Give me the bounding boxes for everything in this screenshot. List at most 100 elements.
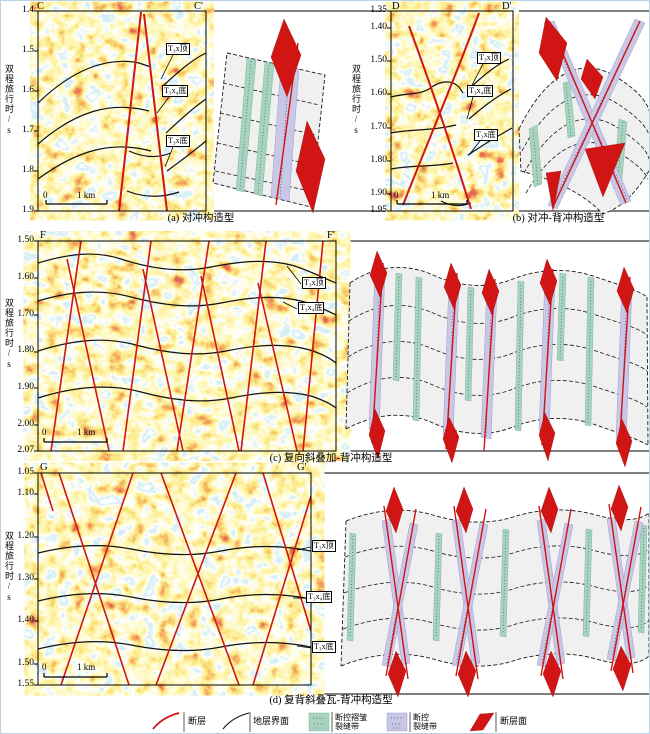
ytick: 1.80	[370, 155, 387, 165]
ticks-d	[34, 472, 38, 686]
caption-c: (c) 复向斜叠加-背冲构造型	[269, 453, 393, 464]
ytick: 1.9	[22, 205, 34, 215]
section-end-left-d: G	[40, 462, 48, 473]
block-b-fault	[552, 20, 641, 208]
ytick: 1.5	[22, 45, 34, 55]
section-end-left-b: D	[392, 1, 400, 12]
ytick: 1.30	[17, 573, 34, 583]
horizon-label: T₃x顶	[166, 43, 190, 55]
caption-b: (b) 对冲-背冲构造型	[512, 213, 605, 224]
block-3d-b	[518, 16, 649, 215]
green-band	[528, 124, 543, 188]
ticks-a	[34, 10, 38, 212]
block-3d-a	[212, 18, 326, 214]
horizon-label: T₃x顶	[477, 52, 501, 64]
horizon-label: T₃x顶	[302, 277, 326, 289]
ytick: 2.00	[17, 419, 34, 429]
section-end-right-c: F'	[327, 230, 335, 241]
caption-a: (a) 对冲构造型	[167, 213, 235, 224]
scalebar-a	[45, 200, 108, 205]
legend-horizon-line-swatch	[222, 712, 250, 730]
legend-label-purple-band: 断控 裂缝带	[413, 713, 437, 731]
legend-purple-line1: 断控	[413, 713, 429, 722]
fault-plane	[295, 120, 326, 214]
fault-plane	[584, 142, 626, 198]
block-d-fault-zones	[381, 484, 644, 698]
legend-purple-line2: 裂缝带	[413, 722, 437, 731]
horizon-label: T₃x₄底	[467, 85, 494, 97]
section-end-right-a: C'	[194, 1, 203, 12]
ytick: 1.70	[17, 309, 34, 319]
scale-km: 1 km	[77, 427, 96, 437]
fault-plane	[545, 170, 562, 212]
ytick: 1.4	[22, 5, 34, 15]
ytick: 1.70	[370, 122, 387, 132]
legend-green-line1: 断控褶皱	[335, 713, 367, 722]
y-axis-label-d: 双程旅行时/s	[4, 531, 14, 603]
ytick: 1.55	[17, 679, 34, 689]
legend-swatches	[152, 712, 497, 732]
ytick: 1.50	[17, 235, 34, 245]
ytick: 1.20	[17, 531, 34, 541]
ytick: 1.05	[17, 467, 34, 477]
green-band	[253, 61, 275, 197]
scalebar-c	[43, 438, 108, 443]
ytick: 1.35	[370, 5, 387, 15]
fault-plane	[580, 58, 604, 100]
section-end-right-b: D'	[502, 1, 512, 12]
horizon-label: T₃x底	[166, 135, 190, 147]
block-d-green-bands	[346, 524, 648, 642]
ytick: 1.80	[17, 345, 34, 355]
block-c-green-bands	[392, 272, 595, 432]
legend-green-band-swatch	[308, 712, 330, 732]
y-axis-label-b: 双程旅行时/s	[351, 64, 361, 136]
ytick: 1.90	[370, 188, 387, 198]
faults-b	[402, 12, 480, 210]
ytick: 1.60	[370, 88, 387, 98]
scale-zero: 0	[43, 190, 48, 200]
fault-plane	[270, 18, 302, 98]
block-3d-d	[340, 484, 649, 698]
ticks-b	[387, 10, 391, 212]
legend-label-horizon: 地层界面	[253, 716, 290, 726]
section-end-left-a: C	[37, 1, 45, 12]
legend-fault-line-swatch	[152, 712, 180, 730]
ytick: 1.95	[370, 205, 387, 215]
scalebar-b	[396, 200, 468, 205]
scalebar-d	[43, 673, 108, 678]
ytick: 1.50	[17, 658, 34, 668]
horizon-label: T₃x底	[312, 641, 336, 653]
horizon-label: T₃x底	[474, 129, 498, 141]
scale-zero: 0	[394, 190, 399, 200]
y-axis-label-a: 双程旅行时/s	[4, 64, 14, 136]
legend-label-fault-plane: 断层面	[500, 716, 528, 726]
legend-purple-band-swatch	[386, 712, 408, 732]
ytick: 1.10	[17, 488, 34, 498]
legend-fault-plane-swatch	[469, 712, 495, 732]
section-end-left-c: F	[40, 230, 46, 241]
ytick: 1.40	[370, 22, 387, 32]
scale-km: 1 km	[431, 190, 450, 200]
horizon-label: T₃x₄底	[298, 302, 325, 314]
ytick: 1.60	[17, 272, 34, 282]
block-c-fault-zones	[368, 250, 635, 468]
ytick: 1.6	[22, 85, 34, 95]
ticks-c	[34, 240, 38, 452]
fault-plane	[538, 16, 568, 82]
faults-d	[40, 473, 311, 685]
ytick: 1.40	[17, 615, 34, 625]
ytick: 2.07	[17, 445, 34, 455]
faults-c	[50, 241, 324, 451]
y-axis-label-c: 双程旅行时/s	[4, 298, 14, 370]
ytick: 1.7	[22, 125, 34, 135]
horizon-label: T₃x₄底	[306, 591, 333, 603]
scale-km: 1 km	[77, 662, 96, 672]
seismic-section-c	[34, 240, 337, 452]
faults-a	[118, 11, 168, 211]
ytick: 1.90	[17, 382, 34, 392]
horizon-label: T₃x₄底	[162, 85, 189, 97]
scale-zero: 0	[42, 427, 47, 437]
section-end-right-d: G'	[297, 462, 307, 473]
ytick: 1.8	[22, 165, 34, 175]
